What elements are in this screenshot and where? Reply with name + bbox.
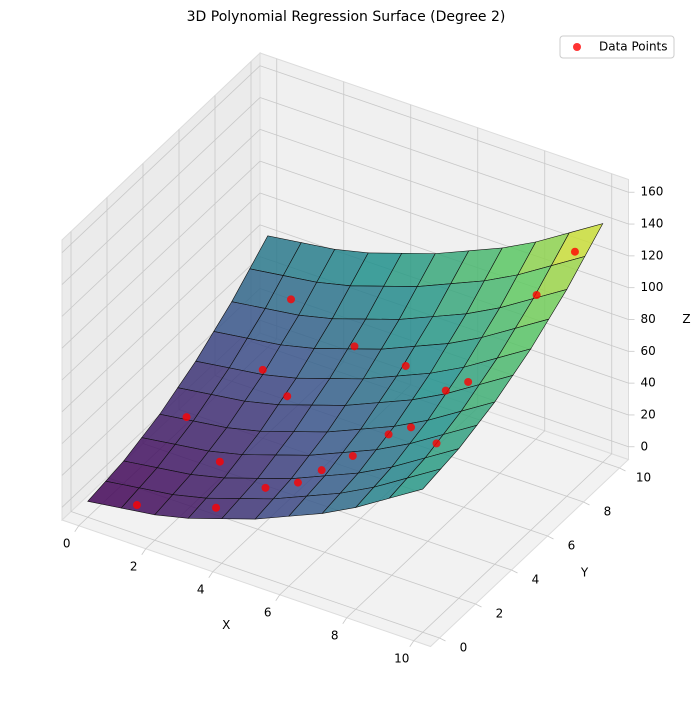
- data-point: [441, 386, 450, 395]
- data-point: [407, 423, 415, 432]
- z-tick-label: 0: [641, 439, 649, 453]
- y-tick-label: 8: [604, 505, 612, 519]
- legend-marker: [573, 43, 581, 51]
- y-tick-label: 6: [568, 539, 576, 553]
- y-tick-label: 4: [532, 573, 540, 587]
- tick-mark: [439, 637, 446, 642]
- data-point: [532, 290, 541, 299]
- tick-mark: [475, 603, 482, 608]
- tick-mark: [208, 571, 214, 578]
- grid-line: [70, 511, 440, 639]
- z-axis-label: Z: [682, 312, 690, 326]
- y-axis-label: Y: [580, 566, 589, 580]
- data-point: [464, 377, 473, 386]
- data-point: [350, 342, 359, 351]
- tick-mark: [342, 617, 348, 624]
- data-point: [570, 247, 579, 256]
- tick-mark: [547, 535, 554, 540]
- z-tick-label: 120: [641, 248, 664, 262]
- chart-title: 3D Polynomial Regression Surface (Degree…: [187, 9, 506, 25]
- x-tick-label: 6: [264, 605, 272, 619]
- data-point: [432, 439, 441, 448]
- grid-line: [61, 256, 261, 444]
- tick-mark: [619, 467, 626, 472]
- data-point: [212, 503, 221, 512]
- y-tick-label: 10: [636, 471, 651, 485]
- grid-line: [413, 453, 613, 642]
- data-point: [401, 361, 410, 370]
- x-tick-label: 4: [197, 582, 205, 596]
- data-point: [348, 451, 357, 460]
- x-tick-label: 2: [130, 559, 138, 573]
- grid-line: [346, 430, 546, 619]
- data-point: [215, 457, 224, 466]
- z-tick-label: 100: [641, 280, 664, 294]
- x-axis-label: X: [222, 618, 230, 632]
- data-point: [384, 430, 393, 439]
- y-tick-label: 2: [496, 607, 504, 621]
- tick-mark: [141, 548, 147, 555]
- data-point: [317, 466, 326, 475]
- grid-line: [61, 65, 261, 254]
- data-point: [258, 365, 267, 374]
- tick-mark: [511, 569, 518, 574]
- data-point: [283, 392, 292, 401]
- y-tick-label: 0: [460, 641, 468, 655]
- z-tick-label: 140: [641, 217, 664, 231]
- legend-label: Data Points: [599, 40, 668, 54]
- data-point: [287, 295, 295, 304]
- x-tick-label: 8: [331, 628, 339, 642]
- legend-box: [559, 35, 675, 59]
- data-point: [261, 483, 270, 492]
- tick-mark: [275, 594, 281, 601]
- x-tick-label: 0: [63, 536, 71, 550]
- data-point: [293, 478, 302, 487]
- z-tick-label: 20: [641, 407, 656, 421]
- tick-mark: [74, 525, 80, 532]
- surface-patch: [388, 468, 442, 499]
- grid-line: [61, 97, 261, 285]
- grid-line: [61, 160, 261, 349]
- x-tick-label: 10: [394, 651, 409, 665]
- z-tick-label: 160: [641, 185, 664, 199]
- grid-line: [259, 97, 629, 225]
- tick-mark: [583, 501, 590, 506]
- tick-mark: [409, 640, 415, 647]
- data-point: [182, 413, 191, 422]
- grid-line: [61, 192, 261, 381]
- z-tick-label: 80: [641, 312, 656, 326]
- z-tick-label: 60: [641, 344, 656, 358]
- grid-line: [61, 224, 261, 413]
- data-point: [132, 501, 141, 510]
- z-tick-label: 40: [641, 376, 656, 390]
- grid-line: [61, 129, 261, 317]
- grid-line: [259, 65, 629, 193]
